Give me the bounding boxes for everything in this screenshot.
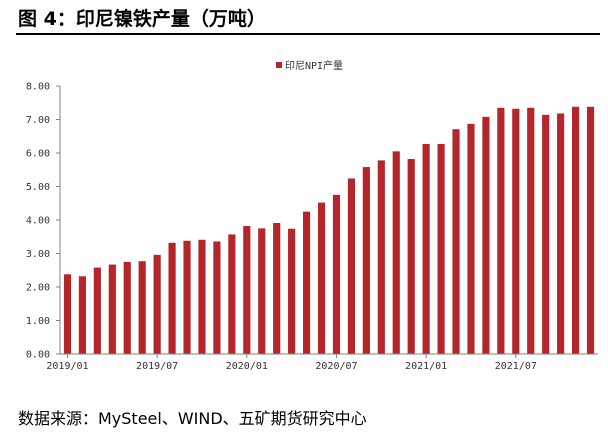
bar [288, 228, 296, 354]
bar [497, 107, 505, 354]
bar [78, 276, 86, 354]
x-tick-label: 2019/01 [46, 361, 88, 372]
bar [542, 114, 550, 354]
bar [407, 159, 415, 354]
y-tick-label: 0.00 [26, 350, 50, 361]
bar [377, 160, 385, 354]
bar [362, 167, 370, 354]
bar [258, 228, 266, 355]
bar [213, 241, 221, 354]
chart: 印尼NPI产量 0.00 1.00 2.00 3.00 4.00 5.00 6.00 7.00… [0, 35, 608, 380]
bar [168, 242, 176, 354]
chart-canvas: 印尼NPI产量 0.00 1.00 2.00 3.00 4.00 5.00 6.00 7.00… [26, 59, 598, 372]
bar [243, 226, 251, 354]
y-tick-label: 5.00 [26, 182, 50, 193]
bar [183, 240, 191, 354]
bar [452, 129, 460, 354]
bar [317, 202, 326, 354]
y-tick-label: 8.00 [26, 82, 50, 93]
x-tick-label: 2019/07 [136, 361, 178, 372]
y-tick-label: 7.00 [26, 115, 50, 126]
source-note: 数据来源：MySteel、WIND、五矿期货研究中心 [18, 409, 367, 428]
bar [332, 194, 341, 355]
bar [512, 108, 520, 354]
bar [482, 116, 490, 354]
x-axis: 2019/01 2019/07 2020/01 2020/07 2021/01 2021/… [46, 353, 598, 372]
bar [572, 106, 580, 355]
y-tick-label: 6.00 [26, 149, 50, 160]
y-axis: 0.00 1.00 2.00 3.00 4.00 5.00 6.00 7.00 8.00 [26, 82, 61, 361]
bar [198, 239, 206, 354]
bar [422, 143, 430, 354]
bar [557, 113, 565, 354]
legend-label: 印尼NPI产量 [285, 59, 343, 72]
bar [93, 267, 101, 354]
x-tick-label: 2020/01 [226, 361, 268, 372]
figure-title: 图 4：印尼镍铁产量（万吨） [18, 8, 266, 30]
bar [586, 106, 595, 355]
x-tick-label: 2021/07 [495, 361, 537, 372]
y-tick-label: 1.00 [26, 316, 50, 327]
bar [138, 261, 146, 354]
bars [63, 106, 595, 355]
bar [303, 211, 311, 355]
bar [437, 143, 445, 354]
bar [153, 254, 161, 354]
bar [108, 264, 116, 354]
x-tick-label: 2021/01 [405, 361, 447, 372]
bar [392, 151, 400, 354]
x-tick-label: 2020/07 [315, 361, 357, 372]
bar [273, 223, 281, 354]
y-tick-label: 2.00 [26, 283, 50, 294]
chart-legend: 印尼NPI产量 [276, 59, 343, 72]
bar [467, 123, 475, 354]
y-tick-label: 4.00 [26, 216, 50, 227]
bar [228, 234, 236, 354]
title-rule [16, 33, 600, 35]
bar [527, 107, 535, 354]
legend-swatch [276, 62, 282, 68]
bar [347, 178, 355, 354]
bar [63, 274, 72, 354]
y-tick-label: 3.00 [26, 249, 50, 260]
bar [123, 261, 131, 355]
